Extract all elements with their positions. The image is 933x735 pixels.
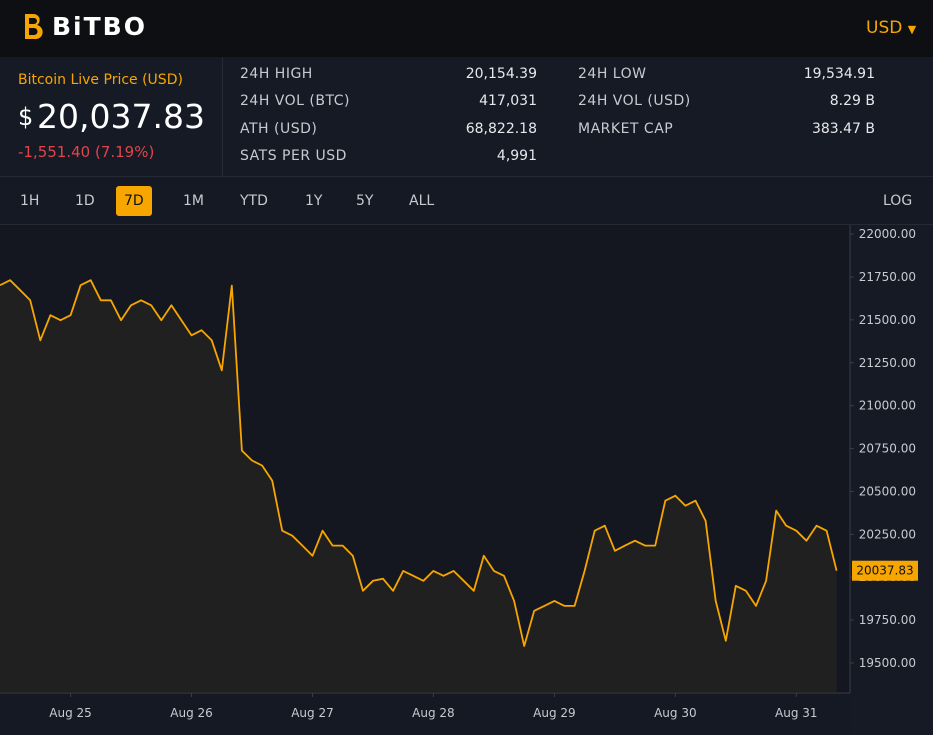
stat-label: SATS PER USD [240, 147, 347, 164]
y-tick-label: 22000.00 [859, 227, 916, 241]
log-toggle[interactable]: LOG [883, 193, 913, 209]
price-change: -1,551.40 (7.19%) [18, 143, 155, 161]
y-tick-label: 21750.00 [859, 270, 916, 284]
range-tab[interactable]: 1M [183, 193, 204, 209]
area [0, 280, 837, 693]
stat-label: ATH (USD) [240, 120, 318, 137]
range-tab[interactable]: 1Y [305, 193, 323, 209]
x-tick-label: Aug 30 [654, 706, 697, 720]
stat-value: 417,031 [479, 93, 537, 110]
range-tab[interactable]: YTD [240, 193, 268, 209]
y-tick-label: 21000.00 [859, 399, 916, 413]
y-tick-label: 19750.00 [859, 613, 916, 627]
stat-label: 24H HIGH [240, 66, 313, 82]
stats-panel [0, 57, 933, 177]
chart: 19500.0019750.0020000.0020250.0020500.00… [0, 224, 933, 735]
header: BiTBO USD ▼ [0, 0, 933, 57]
x-tick-label: Aug 26 [170, 706, 213, 720]
logo-icon [25, 14, 43, 40]
currency-select[interactable]: USD ▼ [866, 18, 917, 38]
x-tick-label: Aug 28 [412, 706, 455, 720]
x-tick-label: Aug 27 [291, 706, 334, 720]
y-tick-label: 19500.00 [859, 656, 916, 670]
stat-value: 68,822.18 [465, 120, 537, 137]
range-tab[interactable]: 5Y [356, 193, 374, 209]
x-tick-label: Aug 31 [775, 706, 818, 720]
stat-value: 4,991 [496, 147, 537, 164]
y-tick-label: 20750.00 [859, 442, 916, 456]
stat-value: 383.47 B [811, 120, 875, 137]
last-price-label: 20037.83 [856, 564, 913, 578]
price-value: 20,037.83 [37, 97, 205, 136]
stat-value: 19,534.91 [803, 66, 875, 82]
range-tab[interactable]: ALL [409, 193, 435, 209]
stat-value: 8.29 B [829, 93, 875, 110]
price-line [0, 279, 838, 647]
last-price-box [852, 560, 918, 581]
x-tick-label: Aug 29 [533, 706, 576, 720]
range-tab[interactable]: 7D [116, 186, 152, 216]
stat-value: 20,154.39 [465, 66, 537, 82]
stat-label: 24H VOL (BTC) [240, 93, 350, 110]
stat-label: 24H LOW [578, 66, 647, 82]
y-tick-label: 20250.00 [859, 527, 916, 541]
y-tick-label: 20500.00 [859, 484, 916, 498]
range-tab[interactable]: 1H [20, 193, 40, 209]
range-tab[interactable]: 1D [75, 193, 95, 209]
x-tick-label: Aug 25 [49, 706, 92, 720]
stat-label: 24H VOL (USD) [578, 93, 691, 110]
price-label: Bitcoin Live Price (USD) [18, 72, 183, 88]
stat-label: MARKET CAP [578, 120, 674, 137]
currency[interactable]: USD [866, 18, 903, 38]
price-symbol: $ [18, 103, 34, 131]
y-tick-label: 21250.00 [859, 356, 916, 370]
y-tick-label: 21500.00 [859, 313, 916, 327]
y-axis-bg [850, 225, 933, 735]
price-panel [0, 57, 223, 176]
logo-text: BiTBO [52, 12, 147, 41]
